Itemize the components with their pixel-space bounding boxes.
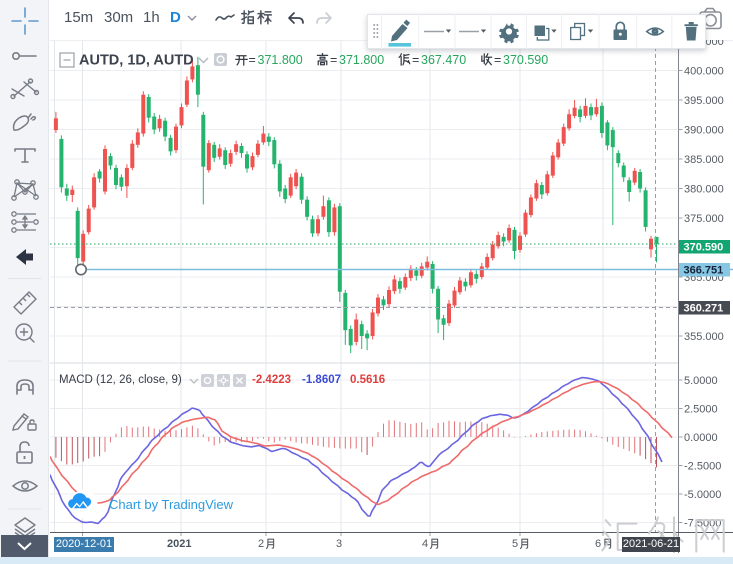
svg-text:5.0000: 5.0000 xyxy=(684,375,718,387)
svg-text:2.5000: 2.5000 xyxy=(684,403,718,415)
svg-text:375.000: 375.000 xyxy=(684,213,724,225)
svg-text:380.000: 380.000 xyxy=(684,183,724,195)
svg-text:355.000: 355.000 xyxy=(684,331,724,343)
svg-text:390.000: 390.000 xyxy=(684,124,724,136)
svg-text:370.590: 370.590 xyxy=(684,242,724,254)
svg-text:360.271: 360.271 xyxy=(684,303,724,315)
svg-text:0.0000: 0.0000 xyxy=(684,432,718,444)
svg-text:-2.5000: -2.5000 xyxy=(684,460,721,472)
svg-text:395.000: 395.000 xyxy=(684,95,724,107)
svg-text:AUTD, 1D, AUTD: AUTD, 1D, AUTD xyxy=(79,53,194,69)
svg-text:385.000: 385.000 xyxy=(684,154,724,166)
svg-text:366.751: 366.751 xyxy=(684,265,724,277)
svg-text:-5.0000: -5.0000 xyxy=(684,489,721,501)
svg-text:400.000: 400.000 xyxy=(684,65,724,77)
